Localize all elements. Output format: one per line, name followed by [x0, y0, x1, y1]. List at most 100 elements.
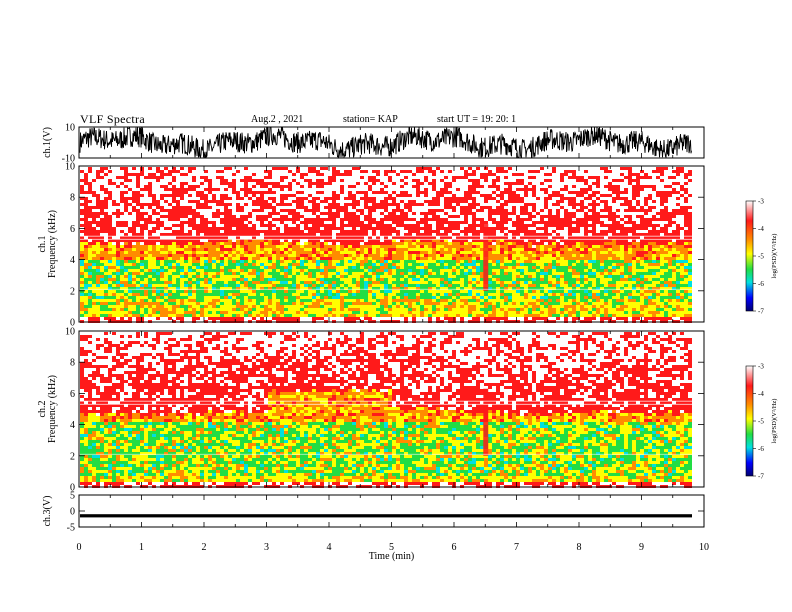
spectro-cell	[212, 167, 216, 170]
spectro-cell	[96, 206, 100, 209]
spectro-cell	[148, 218, 152, 221]
spectro-cell	[256, 245, 260, 248]
spectro-cell	[400, 203, 404, 206]
spectro-cell	[264, 257, 268, 260]
spectro-cell	[272, 236, 276, 239]
spectro-cell	[332, 236, 336, 239]
spectro-cell	[344, 311, 348, 314]
spectro-cell	[372, 233, 376, 236]
spectro-cell	[280, 197, 284, 200]
spectro-cell	[332, 293, 336, 296]
spectro-cell	[180, 299, 184, 302]
spectro-cell	[264, 239, 268, 242]
spectro-cell	[440, 182, 444, 185]
spectro-cell	[224, 305, 228, 308]
spectro-cell	[276, 191, 280, 194]
spectro-cell	[316, 311, 320, 314]
spectro-cell	[344, 194, 348, 197]
spectro-cell	[144, 179, 148, 182]
spectro-cell	[400, 239, 404, 242]
spectro-cell	[360, 314, 364, 317]
spectro-cell	[192, 182, 196, 185]
spectro-cell	[196, 170, 200, 173]
spectro-cell	[188, 221, 192, 224]
spectro-cell	[200, 197, 204, 200]
spectro-cell	[316, 242, 320, 245]
spectro-cell	[164, 203, 168, 206]
spectro-cell	[348, 221, 352, 224]
spectro-cell	[232, 224, 236, 227]
spectro-cell	[116, 236, 120, 239]
spectro-cell	[168, 314, 172, 317]
spectro-cell	[168, 245, 172, 248]
spectro-cell	[136, 254, 140, 257]
spectro-cell	[428, 311, 432, 314]
spectro-cell	[420, 296, 424, 299]
spectro-cell	[200, 206, 204, 209]
spectro-cell	[356, 176, 360, 179]
spectro-cell	[380, 257, 384, 260]
spectro-cell	[448, 269, 452, 272]
spectro-cell	[268, 269, 272, 272]
spectro-cell	[396, 182, 400, 185]
spectro-cell	[216, 179, 220, 182]
spectro-cell	[148, 203, 152, 206]
spectro-cell	[168, 230, 172, 233]
spectro-cell	[184, 275, 188, 278]
spectro-cell	[420, 263, 424, 266]
spectro-cell	[164, 239, 168, 242]
spectro-cell	[216, 203, 220, 206]
spectro-cell	[296, 206, 300, 209]
spectro-cell	[416, 278, 420, 281]
spectro-cell	[440, 173, 444, 176]
spectro-cell	[380, 293, 384, 296]
spectro-cell	[80, 230, 84, 233]
spectro-cell	[344, 278, 348, 281]
spectro-cell	[360, 182, 364, 185]
spectro-cell	[188, 194, 192, 197]
spectro-cell	[324, 167, 328, 170]
spectro-cell	[396, 311, 400, 314]
spectro-cell	[436, 299, 440, 302]
spectro-cell	[176, 263, 180, 266]
spectro-cell	[196, 215, 200, 218]
spectro-cell	[108, 245, 112, 248]
spectro-cell	[368, 185, 372, 188]
spectro-cell	[420, 272, 424, 275]
spectro-cell	[424, 254, 428, 257]
spectro-cell	[348, 230, 352, 233]
spectro-cell	[156, 176, 160, 179]
spectro-cell	[368, 176, 372, 179]
spectro-cell	[404, 197, 408, 200]
spectro-cell	[280, 311, 284, 314]
spectro-cell	[356, 227, 360, 230]
spectro-cell	[308, 176, 312, 179]
spectro-cell	[204, 278, 208, 281]
spectro-cell	[148, 287, 152, 290]
spectro-cell	[392, 191, 396, 194]
spectro-cell	[116, 215, 120, 218]
waveform-top-tick-label: 10	[65, 123, 75, 134]
spectro-cell	[448, 191, 452, 194]
spectro-cell	[176, 188, 180, 191]
spectro-cell	[208, 290, 212, 293]
spectro-cell	[144, 263, 148, 266]
spectro-cell	[256, 311, 260, 314]
spectro-cell	[252, 218, 256, 221]
spectro-cell	[104, 272, 108, 275]
spectro-cell	[280, 227, 284, 230]
spectro-cell	[176, 185, 180, 188]
spectro-cell	[152, 170, 156, 173]
spectro-cell	[404, 173, 408, 176]
spectro-cell	[372, 296, 376, 299]
spectro-cell	[412, 230, 416, 233]
spectro-cell	[300, 194, 304, 197]
spectro-cell	[412, 257, 416, 260]
spectro-cell	[112, 299, 116, 302]
spectro-cell	[324, 218, 328, 221]
spectro-cell	[392, 290, 396, 293]
spectro-cell	[208, 293, 212, 296]
spectro-cell	[140, 287, 144, 290]
spectro-cell	[304, 296, 308, 299]
spectro-cell	[264, 245, 268, 248]
